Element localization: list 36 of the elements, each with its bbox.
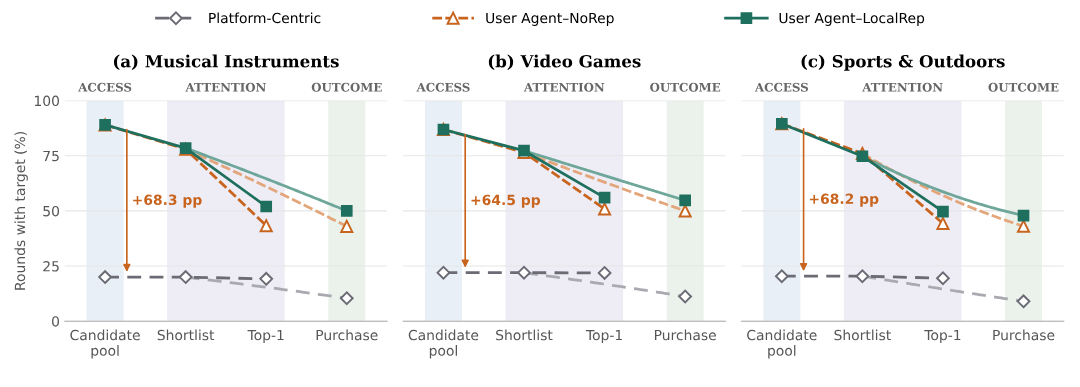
x-tick-label: Shortlist: [496, 329, 553, 341]
band-label: OUTCOME: [311, 82, 382, 92]
band-label: ACCESS: [78, 82, 132, 92]
band-label: OUTCOME: [988, 82, 1059, 92]
y-tick-label: 25: [43, 261, 59, 272]
annotation: +68.3 pp: [133, 194, 202, 208]
x-tick-label: Candidate pool: [408, 329, 479, 359]
band-label: ATTENTION: [862, 82, 943, 92]
annotation: +68.2 pp: [809, 193, 879, 207]
y-tick-label: 0: [52, 316, 60, 327]
x-tick-label: Shortlist: [157, 329, 215, 341]
x-tick-label: Top-1: [585, 329, 622, 343]
band-label: ATTENTION: [523, 82, 605, 92]
x-tick-label: Purchase: [654, 329, 716, 341]
legend-label: User Agent–LocalRep: [779, 12, 925, 26]
band-label: ACCESS: [754, 82, 808, 92]
legend-label: User Agent–NoRep: [486, 12, 614, 26]
band-label: ACCESS: [416, 82, 470, 92]
band-label: OUTCOME: [650, 82, 721, 92]
chart-title: (c) Sports & Outdoors: [801, 54, 1005, 71]
y-axis-title: Rounds with target (%): [14, 132, 28, 290]
y-tick-label: 75: [43, 150, 59, 162]
x-tick-label: Candidate pool: [747, 329, 817, 359]
x-tick-label: Top-1: [924, 329, 961, 343]
y-tick-label: 100: [34, 95, 60, 107]
x-tick-label: Shortlist: [834, 329, 891, 341]
annotation: +64.5 pp: [471, 194, 541, 208]
legend-label: Platform-Centric: [209, 12, 321, 24]
y-tick-label: 50: [43, 205, 60, 217]
x-tick-label: Candidate pool: [70, 329, 140, 359]
chart-title: (a) Musical Instruments: [113, 54, 339, 70]
chart-title: (b) Video Games: [488, 54, 641, 70]
x-tick-label: Top-1: [247, 329, 284, 343]
band-label: ATTENTION: [185, 82, 266, 92]
x-tick-label: Purchase: [993, 329, 1055, 341]
x-tick-label: Purchase: [316, 329, 378, 341]
